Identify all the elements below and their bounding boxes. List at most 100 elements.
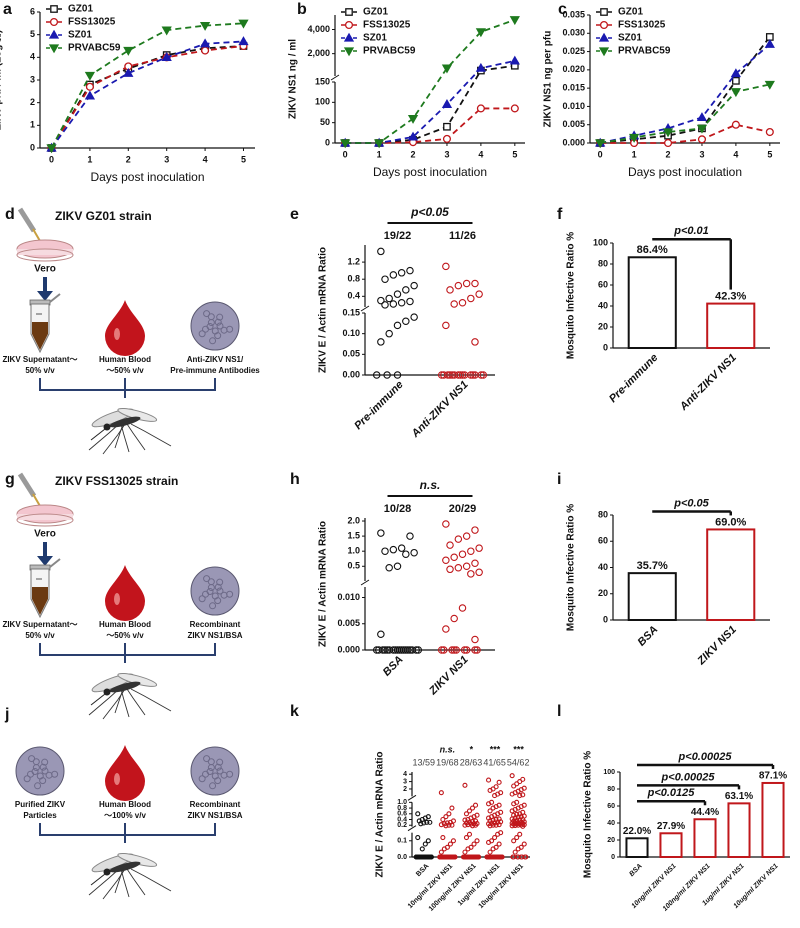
bar [761,781,785,859]
data-point [406,297,414,306]
tube-cap [49,558,61,568]
data-point [425,838,431,844]
data-point [515,846,521,852]
legend-marker [50,5,58,13]
y-tick-label: 40 [598,300,608,310]
data-point [511,838,517,844]
data-point [440,834,446,841]
y-tick-label: 40 [598,562,608,572]
bracket-lines [39,378,216,398]
x-tick-label: 1ug/ml ZIKV NS1 [457,863,502,908]
data-point [393,321,402,330]
x-tick-label: 3 [699,149,704,159]
x-tick-label: 5 [767,149,772,159]
bar [627,572,677,621]
data-point [372,371,381,379]
mosquito-proboscis [90,428,106,441]
x-tick-label: 10ug/ml ZIKV NS1 [478,863,525,910]
data-point [484,854,490,860]
bracket-label: p<0.00025 [678,751,733,763]
y-tick-label: 0.000 [337,644,360,654]
y-tick-label: 150 [315,76,330,86]
x-tick-label: 1 [377,149,382,159]
data-point [487,787,493,793]
y-tick-label: 60 [607,803,615,810]
data-point [512,849,518,855]
mosquito-leg [88,423,120,451]
count-label: 19/22 [384,230,412,242]
data-point [473,646,481,654]
data-point [492,834,498,841]
mosquito-leg [130,688,172,712]
diagram-title: ZIKV GZ01 strain [55,209,152,223]
y-tick-label: 100 [593,237,608,247]
particle-texture [211,327,219,335]
data-point [408,646,416,654]
data-point [458,550,467,558]
bar [706,302,756,349]
blood-drop [105,565,145,621]
mosquito-leg [120,868,130,898]
data-point [424,819,430,825]
bracket-label: p<0.05 [673,497,709,509]
point [730,68,742,78]
x-tick-label: 2 [411,149,416,159]
panel-letter: a [3,1,12,18]
item-label: Human Blood [99,355,151,364]
data-point [441,846,447,852]
data-point [443,823,449,829]
data-point [464,854,470,860]
particle-texture [209,337,217,345]
significance-label: n.s. [440,744,456,754]
item-label: 50% v/v [25,366,55,375]
legend-marker [344,20,354,30]
mosquito-leg [126,868,146,896]
point [764,38,775,48]
point [475,62,487,72]
data-point [465,822,471,828]
bar [727,802,751,858]
particle-texture [203,755,211,763]
data-point [475,568,483,577]
particle-texture [209,782,217,790]
value-label: 87.1% [759,771,787,782]
point [123,46,134,56]
drop-shine [114,593,120,605]
data-point [471,279,479,288]
particle-texture [206,588,214,596]
y-tick-label: 1.0 [397,799,407,806]
data-point [442,321,450,330]
pipette-tip [32,493,41,507]
particle-texture [206,768,214,776]
data-point [466,831,473,837]
cell-label: Vero [34,264,56,275]
data-point [475,290,483,298]
value-label: 69.0% [715,516,746,528]
particle-texture [203,310,211,318]
particle-texture [206,323,214,331]
particle-texture [211,772,219,780]
data-point [458,604,467,612]
data-point [465,846,471,852]
data-point [410,313,418,321]
data-point [448,371,456,379]
legend-label: PRVABC59 [363,46,416,57]
item-label: Pre-immune Antibodies [170,366,260,375]
data-point [442,520,450,528]
particle-texture [23,775,31,783]
data-point [474,838,480,844]
x-tick-label: Pre-immune [352,379,405,432]
data-point [415,834,421,841]
legend-label: SZ01 [363,33,387,44]
mosquito-leg [130,868,172,892]
legend-label: SZ01 [68,30,92,41]
x-axis-title: Days post inoculation [373,165,487,179]
mosquito-head [103,423,111,431]
data-point [450,646,458,654]
virus-particle [15,746,65,796]
panel-letter: d [5,206,15,223]
data-point [410,281,418,290]
data-point [437,646,446,654]
panel-letter: l [557,703,561,720]
particle-texture [216,322,224,330]
